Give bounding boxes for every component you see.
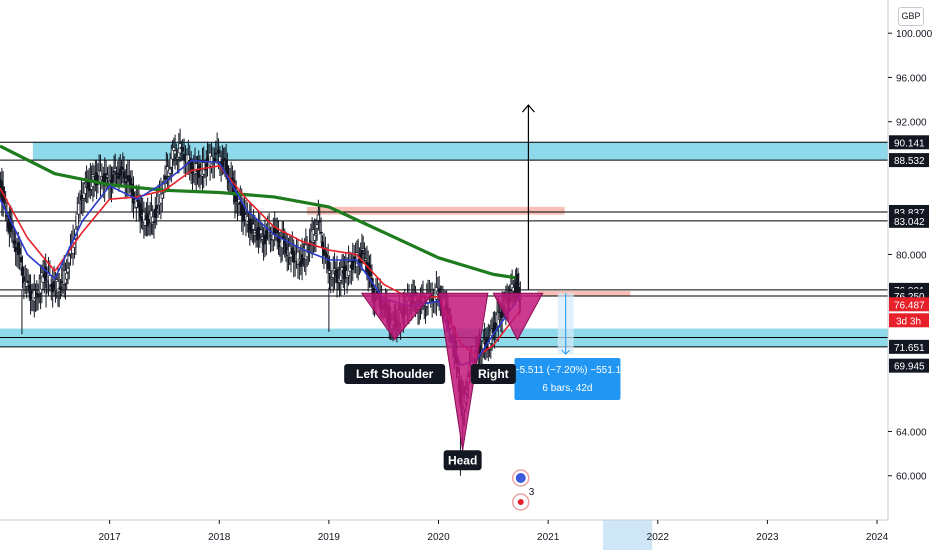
price-level-label: 71.651	[894, 343, 925, 354]
price-level-label: 90.141	[894, 138, 925, 149]
y-tick-label: 64.000	[896, 427, 927, 438]
annotation-label: Right	[478, 367, 509, 381]
y-tick-label: 96.000	[896, 73, 927, 84]
x-tick-label: 2022	[647, 532, 670, 543]
x-tick-label: 2020	[427, 532, 450, 543]
annotation-label-bg	[443, 450, 482, 471]
x-tick-label: 2017	[99, 532, 122, 543]
y-tick-label: 60.000	[896, 472, 927, 483]
annotation-label: Left Shoulder	[356, 367, 434, 381]
price-level-badge	[889, 358, 929, 373]
event-marker-count: 3	[529, 487, 535, 498]
price-level-label: 83.837	[894, 208, 925, 219]
measure-duration-text: 6 bars, 42d	[542, 383, 592, 394]
x-tick-label: 2024	[866, 532, 889, 543]
time-range-highlight	[602, 520, 653, 550]
price-level-label: 83.042	[894, 217, 925, 228]
pattern-triangle-0	[360, 292, 435, 341]
candle-body	[319, 231, 323, 234]
y-tick-label: 100.000	[896, 29, 932, 40]
price-level-badge	[889, 339, 929, 354]
price-level-badge	[889, 153, 929, 168]
current-price-badge	[889, 297, 929, 312]
measure-box[interactable]	[514, 358, 621, 401]
price-level-badge	[889, 135, 929, 150]
annotation-label-bg	[344, 364, 446, 384]
measure-arrow-icon	[561, 349, 571, 355]
candle-body	[516, 282, 520, 285]
arrow-head-icon	[521, 104, 535, 113]
y-tick-label: 92.000	[896, 118, 927, 129]
price-axis[interactable]	[888, 0, 932, 550]
annotation-label: Head	[448, 453, 477, 467]
x-tick-label: 2023	[756, 532, 779, 543]
y-tick-label: 80.000	[896, 250, 927, 261]
annotation-label-bg	[470, 364, 516, 384]
zone-salmon-2	[306, 206, 565, 215]
current-price-label: 76.487	[894, 300, 925, 311]
x-tick-label: 2019	[318, 532, 341, 543]
pattern-triangle-2	[492, 292, 544, 341]
price-level-label: 69.945	[894, 362, 925, 373]
countdown-badge	[889, 313, 929, 328]
zone-salmon-3	[537, 290, 631, 297]
x-tick-label: 2021	[537, 532, 560, 543]
price-level-label: 88.532	[894, 156, 925, 167]
measure-change-text: −5.511 (−7.20%) −551.1	[514, 365, 622, 376]
event-marker-icon	[515, 473, 526, 483]
currency-button[interactable]: GBP	[898, 7, 924, 26]
price-level-badge	[889, 213, 929, 228]
event-marker-dot	[517, 499, 524, 505]
candlestick-series	[0, 128, 522, 476]
ma-long-line	[0, 144, 516, 280]
x-tick-label: 2018	[208, 532, 231, 543]
countdown-label: 3d 3h	[896, 316, 921, 327]
zone-cyan-0	[32, 142, 888, 161]
